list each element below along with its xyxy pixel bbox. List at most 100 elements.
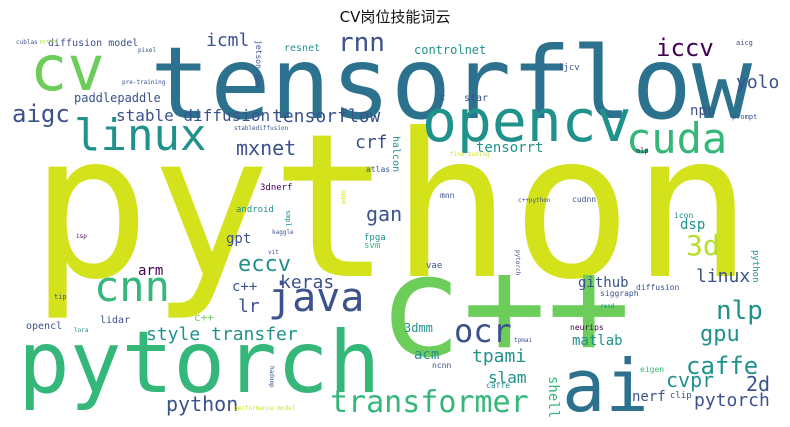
word-tensorrt: tensorrt [476, 140, 544, 156]
word-stablediffusion: stablediffusion [234, 125, 289, 132]
word-resd: resd [600, 303, 615, 310]
word-icml: icml [206, 30, 250, 51]
word-eigen: eigen [640, 365, 665, 374]
word-smpl: smpl [284, 210, 292, 227]
word-pytorch-large: pytorch [18, 313, 381, 413]
word-github: github [578, 275, 629, 291]
word-caffe: caffe [686, 352, 759, 380]
word-fpga: fpga [364, 233, 386, 243]
word-arm: arm [138, 263, 164, 279]
word-pre-training: pre-training [122, 79, 166, 86]
word-rnn: rnn [338, 30, 385, 58]
word-acm: acm [414, 347, 440, 363]
word-tpmai: tpmai [514, 337, 533, 344]
word-python-main: python [30, 91, 753, 324]
word-keras: keras [280, 272, 335, 293]
word-linux-small: linux [696, 266, 751, 287]
page-title: CV岗位技能词云 [339, 8, 451, 26]
word-vae: vae [426, 261, 443, 271]
word-pytorch-tiny: pytorch [514, 250, 521, 276]
word-neurips: neurips [570, 323, 604, 332]
word-lr: lr [238, 296, 260, 317]
word-nlp-tiny: nlp [636, 147, 649, 155]
word-tip: tip [54, 293, 67, 301]
word-hadoop: hadoop [268, 366, 275, 388]
word-python-tiny-2: python [40, 39, 59, 45]
word-npu: npu [690, 103, 716, 119]
word-iccv: iccv [656, 34, 714, 62]
word-controlnet: controlnet [414, 43, 487, 57]
word-halcon: halcon [390, 136, 401, 173]
word-matlab: matlab [572, 333, 623, 349]
word-mnn: mnn [440, 191, 455, 200]
word-pixel: pixel [138, 47, 157, 54]
word-aicg: aicg [736, 39, 753, 47]
word-jetson-gpu: jetson gpu [254, 40, 263, 89]
word-c: c [440, 93, 446, 103]
word-cplusplus-large: c++ [378, 226, 631, 389]
word-tensorflow-large: tensorflow [150, 30, 753, 142]
word-prompt: prompt [732, 113, 758, 121]
word-2d: 2d [746, 372, 771, 396]
word-cvpr: cvpr [666, 368, 715, 392]
word-ai: ai [562, 344, 649, 420]
word-ncnn: ncnn [432, 361, 452, 370]
word-3dmm: 3dmm [404, 321, 433, 335]
word-tensorflow-small: tensorflow [272, 106, 381, 127]
word-pytorch-small: pytorch [694, 390, 770, 411]
word-linux-large: linux [74, 110, 207, 161]
word-diffusion: diffusion [636, 283, 680, 292]
word-style-transfer: style transfer [146, 324, 298, 345]
word-ijcv: ijcv [558, 63, 580, 73]
word-cudnn: cudnn [572, 195, 597, 204]
word-crf: crf [355, 132, 388, 153]
word-clip: clip [670, 391, 692, 401]
word-mxnet: mxnet [236, 136, 297, 160]
word-fine-tuning: fine-tuning [450, 151, 490, 158]
word-ocr: ocr [454, 312, 512, 350]
word-lidar: lidar [100, 315, 131, 326]
word-eccv: eccv [238, 252, 291, 277]
word-siggraph: siggraph [600, 289, 639, 298]
word-nlp: nlp [716, 296, 763, 326]
word-android: android [236, 205, 274, 215]
word-cplusplus-small: c++ [232, 279, 258, 295]
word-java: java [268, 275, 365, 321]
word-3d: 3d [686, 229, 720, 262]
word-transformer: transformer [330, 385, 529, 420]
word-cplusplus-tiny: c++ [194, 311, 214, 324]
word-cloud: python tensorflow c++ pytorch cv opencv … [10, 30, 780, 420]
word-svm: svm [364, 241, 381, 251]
word-cnn: cnn [94, 262, 170, 311]
word-atlas: atlas [366, 165, 391, 174]
word-yolo: yolo [736, 72, 780, 93]
word-aigc: aigc [12, 100, 70, 128]
word-slam: slam [488, 368, 527, 387]
word-cplusplus-python: c++python [518, 197, 551, 204]
word-stable-diffusion: stable diffusion [116, 106, 271, 125]
word-gpt: gpt [226, 231, 252, 247]
word-opencv: opencv [422, 87, 632, 155]
word-lora: lora [74, 327, 89, 334]
word-caffe-tiny: caffe [486, 381, 511, 390]
word-star: star [464, 93, 489, 104]
word-python-tiny: python [750, 250, 760, 283]
word-tpami: tpami [472, 346, 527, 367]
word-diffusion-model: diffusion model [48, 38, 139, 49]
word-vit: vit [268, 249, 279, 256]
word-cuda: cuda [626, 114, 728, 163]
word-paddlepaddle: paddlepaddle [74, 91, 161, 105]
word-opencl: opencl [26, 321, 63, 332]
word-shell: shell [545, 376, 561, 419]
word-performance-model: performance model [234, 405, 296, 412]
word-resnet: resnet [284, 43, 321, 54]
word-gan: gan [366, 202, 403, 226]
word-nerf: nerf [632, 389, 666, 405]
word-gpu: gpu [700, 322, 740, 347]
word-isp: isp [76, 233, 87, 240]
word-dsp: dsp [680, 217, 706, 233]
word-python-small: python [166, 392, 239, 416]
word-icon: icon [674, 211, 694, 220]
word-cublas: cublas [16, 39, 38, 46]
word-3dnerf: 3dnerf [260, 183, 293, 193]
